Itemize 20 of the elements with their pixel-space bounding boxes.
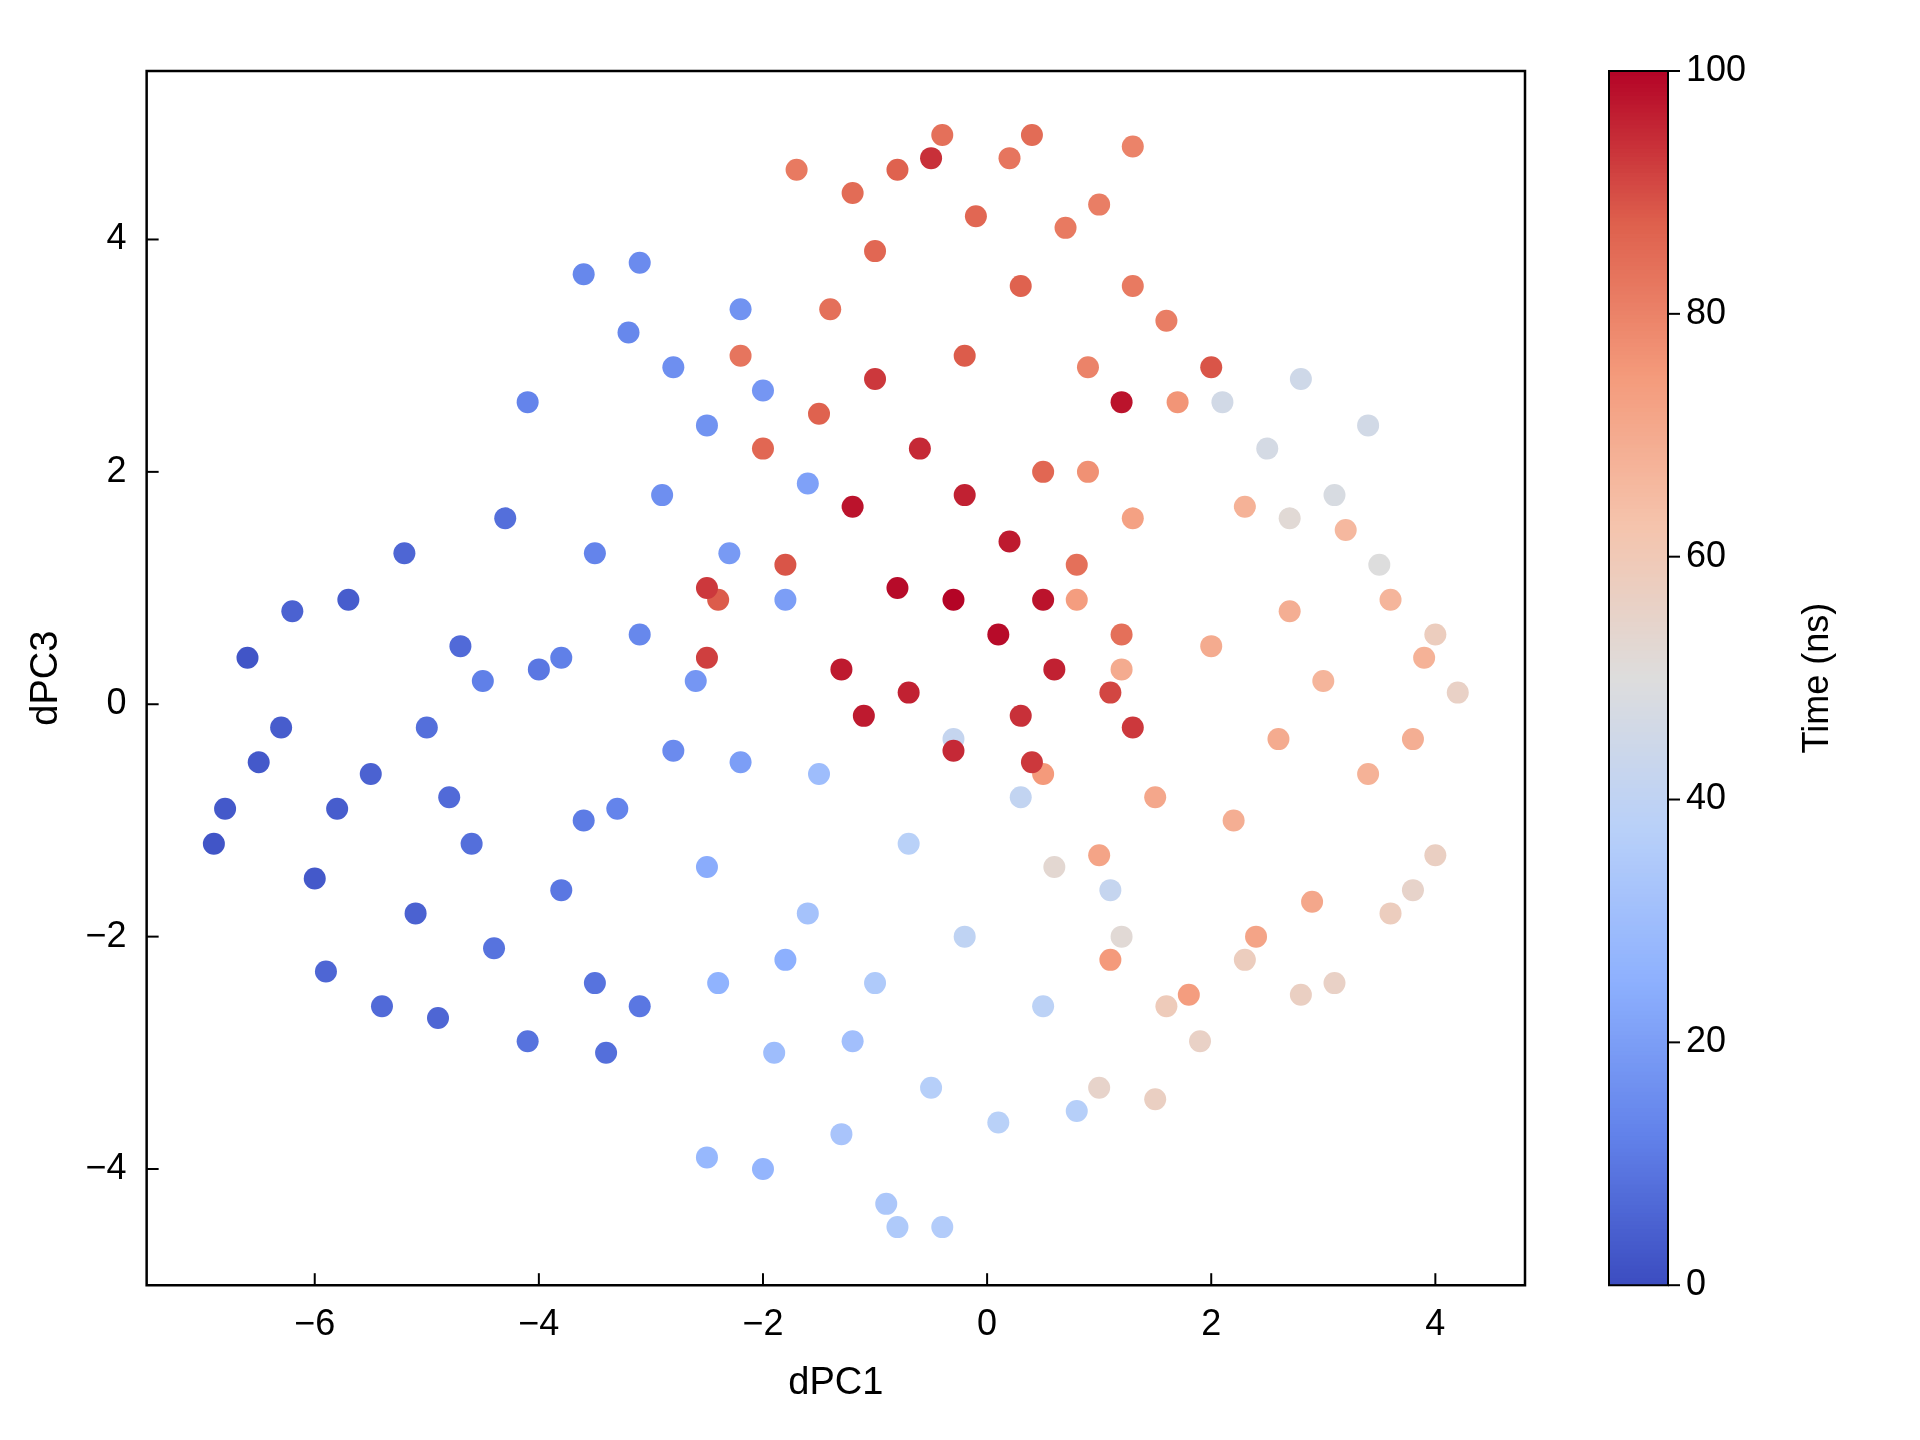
color-bar-label: 60 [1686, 533, 1727, 575]
color-bar-title: Time (ns) [1794, 602, 1836, 754]
y-tick-label: 4 [106, 216, 127, 258]
color-bar-label: 40 [1686, 776, 1727, 818]
color-bar-label: 100 [1686, 47, 1747, 89]
y-tick-label: −4 [85, 1145, 127, 1187]
y-tick-label: 2 [106, 448, 127, 490]
color-bar-label: 80 [1686, 290, 1727, 332]
x-tick-label: −6 [294, 1301, 336, 1343]
color-bar-label: 20 [1686, 1019, 1727, 1061]
x-tick-label: 0 [977, 1301, 998, 1343]
color-bar-label: 0 [1686, 1262, 1707, 1304]
x-tick-label: −4 [518, 1301, 560, 1343]
y-tick-label: −2 [85, 913, 127, 955]
y-axis-title: dPC3 [23, 630, 66, 726]
x-tick-label: 4 [1425, 1301, 1446, 1343]
y-tick-label: 0 [106, 681, 127, 723]
x-tick-label: 2 [1201, 1301, 1222, 1343]
x-axis-title: dPC1 [788, 1359, 884, 1402]
x-tick-label: −2 [742, 1301, 784, 1343]
